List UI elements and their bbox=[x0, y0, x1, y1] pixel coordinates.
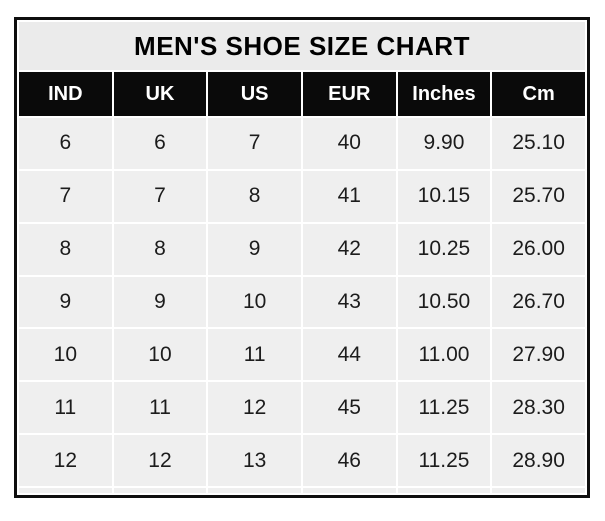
cell-inches: 9.90 bbox=[397, 118, 491, 169]
cell-uk: 6 bbox=[113, 118, 207, 169]
title-row: MEN'S SHOE SIZE CHART bbox=[19, 22, 585, 70]
cell-inches: 11.25 bbox=[397, 382, 491, 434]
header-row: IND UK US EUR Inches Cm bbox=[19, 72, 585, 116]
cell-us: 8 bbox=[208, 170, 301, 222]
cell-us: 11 bbox=[208, 329, 301, 381]
cell-inches: 10.25 bbox=[397, 223, 491, 275]
table-row: 10 10 11 44 11.00 27.90 bbox=[19, 329, 585, 381]
cell-eur: 43 bbox=[302, 276, 396, 328]
size-table: MEN'S SHOE SIZE CHART IND UK US EUR Inch… bbox=[17, 20, 587, 495]
table-row: 7 7 8 41 10.15 25.70 bbox=[19, 170, 585, 222]
cell-uk: 9 bbox=[113, 276, 207, 328]
column-header-ind: IND bbox=[19, 72, 112, 116]
cell-cm: 25.70 bbox=[492, 170, 585, 222]
cell-ind: 11 bbox=[19, 382, 112, 434]
column-header-uk: UK bbox=[113, 72, 207, 116]
cell-inches: 11.25 bbox=[397, 435, 491, 486]
column-header-eur: EUR bbox=[302, 72, 396, 116]
cell-us: 13 bbox=[208, 435, 301, 486]
cell-us: 12 bbox=[208, 382, 301, 434]
cell-uk: 12 bbox=[113, 435, 207, 486]
cell-cm: 28.30 bbox=[492, 382, 585, 434]
table-row: 8 8 9 42 10.25 26.00 bbox=[19, 223, 585, 275]
cell-ind: 9 bbox=[19, 276, 112, 328]
chart-title: MEN'S SHOE SIZE CHART bbox=[19, 22, 585, 70]
cell-cm: 26.00 bbox=[492, 223, 585, 275]
cell-ind: 7 bbox=[19, 170, 112, 222]
cell-ind: 6 bbox=[19, 118, 112, 169]
cell-us: 9 bbox=[208, 223, 301, 275]
cell-eur: 44 bbox=[302, 329, 396, 381]
cell-inches: 11.00 bbox=[397, 329, 491, 381]
cell-us: 10 bbox=[208, 276, 301, 328]
cell-ind: 10 bbox=[19, 329, 112, 381]
column-header-cm: Cm bbox=[492, 72, 585, 116]
cell-ind: 8 bbox=[19, 223, 112, 275]
cell-us: 7 bbox=[208, 118, 301, 169]
cell-inches: 10.15 bbox=[397, 170, 491, 222]
table-row: 12 12 13 46 11.25 28.90 bbox=[19, 435, 585, 486]
table-row: 11 11 12 45 11.25 28.30 bbox=[19, 382, 585, 434]
bottom-spacer-row bbox=[19, 488, 585, 493]
cell-cm: 28.90 bbox=[492, 435, 585, 486]
table-row: 9 9 10 43 10.50 26.70 bbox=[19, 276, 585, 328]
cell-uk: 8 bbox=[113, 223, 207, 275]
cell-uk: 10 bbox=[113, 329, 207, 381]
cell-ind: 12 bbox=[19, 435, 112, 486]
cell-eur: 41 bbox=[302, 170, 396, 222]
column-header-us: US bbox=[208, 72, 301, 116]
cell-cm: 26.70 bbox=[492, 276, 585, 328]
cell-cm: 27.90 bbox=[492, 329, 585, 381]
column-header-inches: Inches bbox=[397, 72, 491, 116]
cell-eur: 42 bbox=[302, 223, 396, 275]
shoe-size-chart: MEN'S SHOE SIZE CHART IND UK US EUR Inch… bbox=[14, 17, 590, 498]
cell-eur: 45 bbox=[302, 382, 396, 434]
cell-uk: 7 bbox=[113, 170, 207, 222]
table-row: 6 6 7 40 9.90 25.10 bbox=[19, 118, 585, 169]
cell-eur: 46 bbox=[302, 435, 396, 486]
cell-uk: 11 bbox=[113, 382, 207, 434]
cell-eur: 40 bbox=[302, 118, 396, 169]
cell-inches: 10.50 bbox=[397, 276, 491, 328]
cell-cm: 25.10 bbox=[492, 118, 585, 169]
